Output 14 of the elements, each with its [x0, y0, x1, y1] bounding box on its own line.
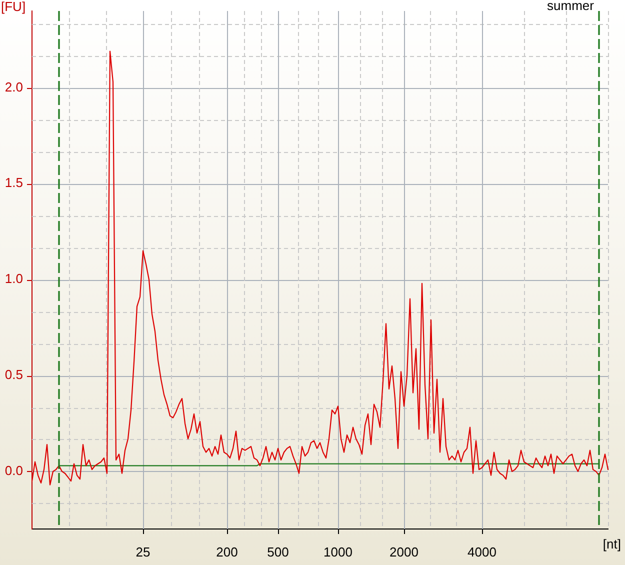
x-tick-label: 500: [267, 544, 289, 560]
y-tick-label: 1.5: [4, 175, 23, 190]
x-tick-label: 4000: [468, 544, 496, 560]
y-tick-label: 2.0: [4, 79, 23, 94]
y-tick-label: 0.0: [4, 463, 23, 478]
x-axis-title: [nt]: [602, 536, 621, 552]
chart-title: summer: [547, 0, 595, 14]
x-tick-label: 25: [136, 544, 150, 560]
x-tick-label: 1000: [324, 544, 352, 560]
x-tick-label: 200: [216, 544, 238, 560]
y-axis-title: [FU]: [1, 0, 26, 14]
y-tick-label: 0.5: [4, 367, 23, 382]
y-tick-label: 1.0: [4, 271, 23, 286]
x-tick-label: 2000: [390, 544, 418, 560]
